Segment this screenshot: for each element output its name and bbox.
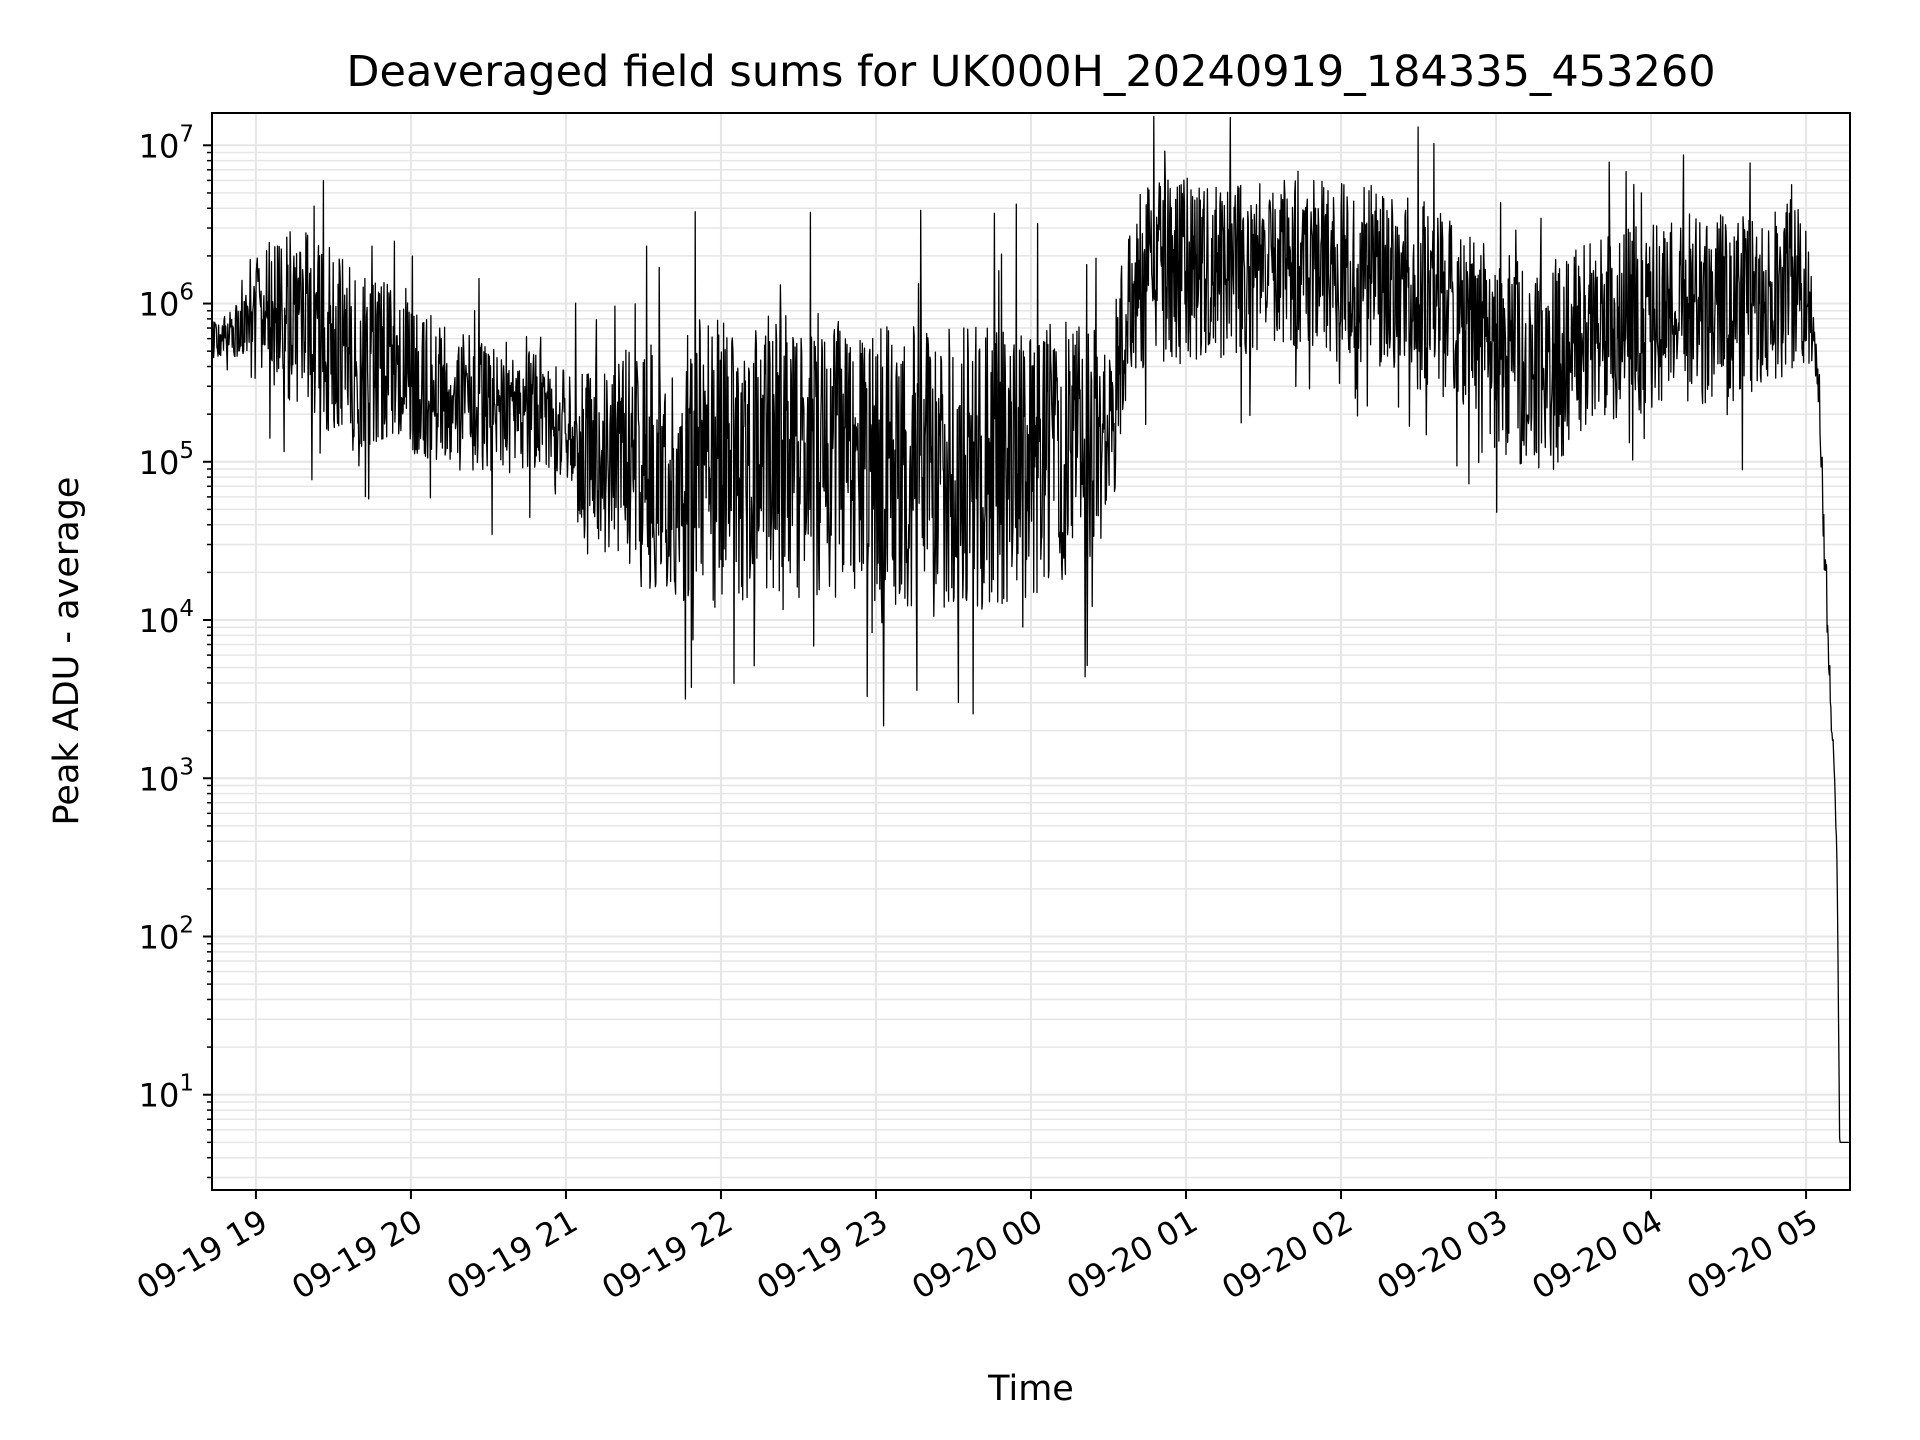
chart-title: Deaveraged field sums for UK000H_2024091…	[346, 47, 1715, 97]
y-tick-base: 10	[139, 286, 180, 324]
x-axis-label: Time	[987, 1369, 1074, 1409]
y-tick-label: 102	[139, 912, 194, 956]
y-tick-label: 107	[139, 121, 194, 165]
y-tick-label: 103	[139, 754, 194, 798]
y-tick-base: 10	[139, 127, 180, 165]
major-gridlines	[212, 113, 1850, 1190]
y-tick-label: 106	[139, 280, 194, 324]
y-tick-exponent: 6	[179, 280, 194, 306]
y-tick-exponent: 4	[179, 596, 194, 622]
y-tick-base: 10	[139, 602, 180, 640]
y-tick-exponent: 7	[179, 121, 194, 147]
y-tick-label: 105	[139, 438, 194, 482]
series-line-path	[211, 115, 1851, 1144]
y-tick-exponent: 2	[179, 912, 194, 938]
y-tick-label: 101	[139, 1071, 194, 1115]
y-tick-exponent: 3	[179, 754, 194, 780]
y-tick-base: 10	[139, 444, 180, 482]
y-tick-base: 10	[139, 760, 180, 798]
y-tick-exponent: 5	[179, 438, 194, 464]
y-tick-label: 104	[139, 596, 194, 640]
series-line	[211, 115, 1851, 1144]
y-tick-base: 10	[139, 1077, 180, 1115]
y-tick-base: 10	[139, 918, 180, 956]
y-axis-label: Peak ADU - average	[47, 477, 87, 826]
y-tick-exponent: 1	[179, 1071, 194, 1097]
